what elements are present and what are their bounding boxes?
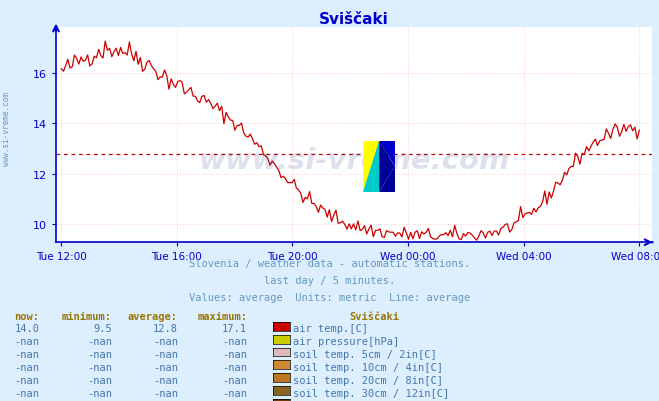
Text: 17.1: 17.1 (222, 324, 247, 334)
Text: air pressure[hPa]: air pressure[hPa] (293, 336, 399, 346)
Text: now:: now: (14, 311, 40, 321)
Text: Slovenia / weather data - automatic stations.: Slovenia / weather data - automatic stat… (189, 259, 470, 269)
Text: -nan: -nan (153, 388, 178, 398)
Text: 9.5: 9.5 (94, 324, 112, 334)
Title: Sviščaki: Sviščaki (320, 12, 389, 27)
Text: soil temp. 5cm / 2in[C]: soil temp. 5cm / 2in[C] (293, 349, 437, 359)
Text: -nan: -nan (14, 362, 40, 372)
Polygon shape (379, 142, 395, 192)
Text: -nan: -nan (87, 362, 112, 372)
Polygon shape (363, 142, 395, 192)
Text: -nan: -nan (14, 349, 40, 359)
Text: soil temp. 20cm / 8in[C]: soil temp. 20cm / 8in[C] (293, 375, 444, 385)
Text: -nan: -nan (14, 336, 40, 346)
Text: -nan: -nan (222, 362, 247, 372)
Text: www.si-vreme.com: www.si-vreme.com (198, 147, 510, 175)
Text: soil temp. 10cm / 4in[C]: soil temp. 10cm / 4in[C] (293, 362, 444, 372)
Text: -nan: -nan (222, 388, 247, 398)
Text: minimum:: minimum: (62, 311, 112, 321)
Text: -nan: -nan (153, 375, 178, 385)
Text: -nan: -nan (87, 388, 112, 398)
Text: Values: average  Units: metric  Line: average: Values: average Units: metric Line: aver… (189, 292, 470, 302)
Polygon shape (379, 167, 395, 192)
Text: -nan: -nan (222, 336, 247, 346)
Text: air temp.[C]: air temp.[C] (293, 324, 368, 334)
Text: average:: average: (128, 311, 178, 321)
Text: Sviščaki: Sviščaki (349, 311, 399, 321)
Text: 14.0: 14.0 (14, 324, 40, 334)
Polygon shape (379, 142, 395, 167)
Text: -nan: -nan (87, 375, 112, 385)
Text: maximum:: maximum: (197, 311, 247, 321)
Text: last day / 5 minutes.: last day / 5 minutes. (264, 275, 395, 286)
Text: www.si-vreme.com: www.si-vreme.com (2, 91, 11, 165)
Text: -nan: -nan (14, 388, 40, 398)
Text: -nan: -nan (153, 362, 178, 372)
Text: 12.8: 12.8 (153, 324, 178, 334)
Text: -nan: -nan (87, 349, 112, 359)
Text: -nan: -nan (153, 336, 178, 346)
Polygon shape (363, 142, 379, 192)
Text: -nan: -nan (87, 336, 112, 346)
Text: soil temp. 30cm / 12in[C]: soil temp. 30cm / 12in[C] (293, 388, 449, 398)
Text: -nan: -nan (14, 375, 40, 385)
Text: -nan: -nan (153, 349, 178, 359)
Text: -nan: -nan (222, 349, 247, 359)
Text: -nan: -nan (222, 375, 247, 385)
